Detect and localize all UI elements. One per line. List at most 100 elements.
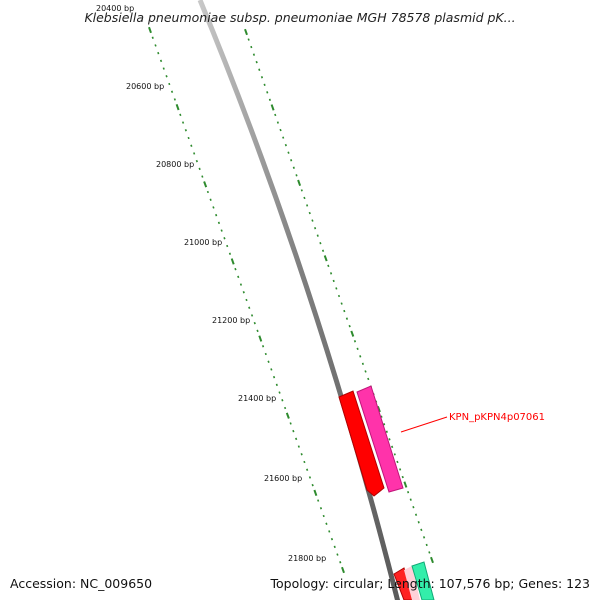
ruler-tick [430, 556, 434, 564]
ruler-tick [287, 151, 290, 154]
ruler-tick [201, 175, 204, 178]
gene-feature-kpn-pkpn4p07061[interactable] [356, 385, 404, 493]
gene-feature-bottom-red[interactable] [393, 567, 415, 600]
ruler-tick [263, 83, 266, 86]
ruler-tick [230, 258, 235, 265]
ruler-labels: 20400 bp 20600 bp 20800 bp 21000 bp 21200 bp… [96, 4, 326, 563]
ruler-tick [284, 143, 287, 147]
ruler-tick [306, 468, 309, 471]
ruler-label: 20600 bp [126, 82, 164, 91]
ruler-tick [173, 98, 176, 101]
ruler-tick [181, 121, 185, 124]
ruler-label: 21400 bp [238, 394, 276, 403]
ruler-tick [261, 345, 265, 348]
ruler-tick [175, 103, 180, 111]
ruler-label: 21000 bp [184, 238, 222, 247]
ruler-tick [329, 272, 333, 275]
ruler-tick [359, 355, 362, 358]
ruler-tick [234, 267, 237, 271]
ruler-tick [179, 113, 182, 117]
ruler-tick [195, 159, 198, 163]
ruler-tick [412, 506, 415, 509]
gene-label[interactable]: KPN_pKPN4p07061 [449, 412, 545, 423]
ruler-tick [266, 91, 269, 94]
ruler-tick [275, 383, 278, 387]
ruler-tick [333, 545, 336, 549]
ruler-tick [367, 377, 370, 381]
accession-text: Accession: NC_009650 [10, 576, 153, 591]
ruler-tick [328, 530, 331, 533]
ruler-tick [289, 422, 292, 425]
ruler-label: 21200 bp [212, 316, 250, 325]
ruler-tick [279, 128, 282, 132]
ruler-tick [356, 347, 359, 350]
ruler-tick [290, 159, 293, 162]
ruler-tick [244, 28, 248, 36]
ruler-tick [343, 309, 346, 313]
ruler-tick [203, 181, 208, 188]
ruler-tick [308, 476, 312, 479]
ruler-tick [396, 460, 399, 464]
ruler-tick [250, 314, 254, 317]
ruler-tick [228, 252, 232, 255]
ruler-tick [336, 553, 339, 556]
ruler-tick [159, 59, 163, 63]
ruler-tick [148, 26, 152, 34]
ruler-tick [297, 179, 302, 187]
ruler-tick [282, 136, 285, 139]
ruler-tick [258, 335, 263, 342]
ruler-tick [300, 189, 303, 192]
ruler-tick [151, 36, 154, 39]
gene-features [338, 385, 435, 600]
ruler-tick [391, 445, 394, 449]
ruler-tick [348, 324, 351, 328]
ruler-tick [306, 204, 309, 207]
ruler-tick [247, 38, 250, 41]
ruler-label: 21600 bp [264, 474, 302, 483]
gene-feature-red[interactable] [338, 390, 385, 497]
ruler-tick [248, 306, 251, 309]
ruler-tick [339, 561, 342, 564]
ruler-tick [212, 206, 215, 209]
ruler-tick [330, 537, 334, 541]
ruler-tick [417, 521, 420, 524]
ruler-tick [380, 415, 383, 418]
ruler-tick [209, 198, 212, 201]
ruler-tick [278, 391, 281, 394]
ruler-tick [253, 321, 256, 325]
ruler-label: 20800 bp [156, 160, 194, 169]
map-title: Klebsiella pneumoniae subsp. pneumoniae … [84, 10, 516, 25]
ruler-tick [187, 136, 190, 140]
gene-feature-bottom-teal[interactable] [411, 561, 435, 600]
ruler-tick [420, 528, 423, 532]
ruler-tick [341, 566, 345, 574]
ruler-tick [383, 423, 386, 426]
ruler-tick [157, 51, 160, 55]
ruler-tick [217, 221, 221, 225]
ruler-tick [260, 76, 264, 79]
ruler-tick [361, 362, 364, 366]
ruler-tick [327, 264, 330, 268]
ruler-tick [376, 405, 381, 413]
ruler-tick [284, 406, 287, 410]
ruler-tick [428, 551, 431, 554]
ruler-tick [337, 294, 341, 298]
ruler-tick [223, 237, 226, 240]
ruler-tick [206, 190, 209, 194]
ruler-tick [239, 283, 243, 286]
ruler-tick [393, 453, 396, 456]
ruler-tick [350, 330, 355, 337]
ruler-tick [245, 298, 248, 302]
ruler-tick [316, 234, 319, 237]
summary-text: Topology: circular; Length: 107,576 bp; … [270, 576, 591, 591]
ruler-tick [407, 490, 410, 494]
ruler-tick [165, 75, 168, 78]
ruler-tick [285, 412, 290, 419]
ruler-tick [345, 317, 349, 320]
ruler-tick [272, 375, 276, 379]
ruler-tick [295, 437, 298, 441]
ruler-tick [220, 229, 223, 232]
ruler-tick [311, 219, 314, 222]
ruler-tick [267, 360, 270, 363]
ruler-tick [425, 543, 428, 547]
